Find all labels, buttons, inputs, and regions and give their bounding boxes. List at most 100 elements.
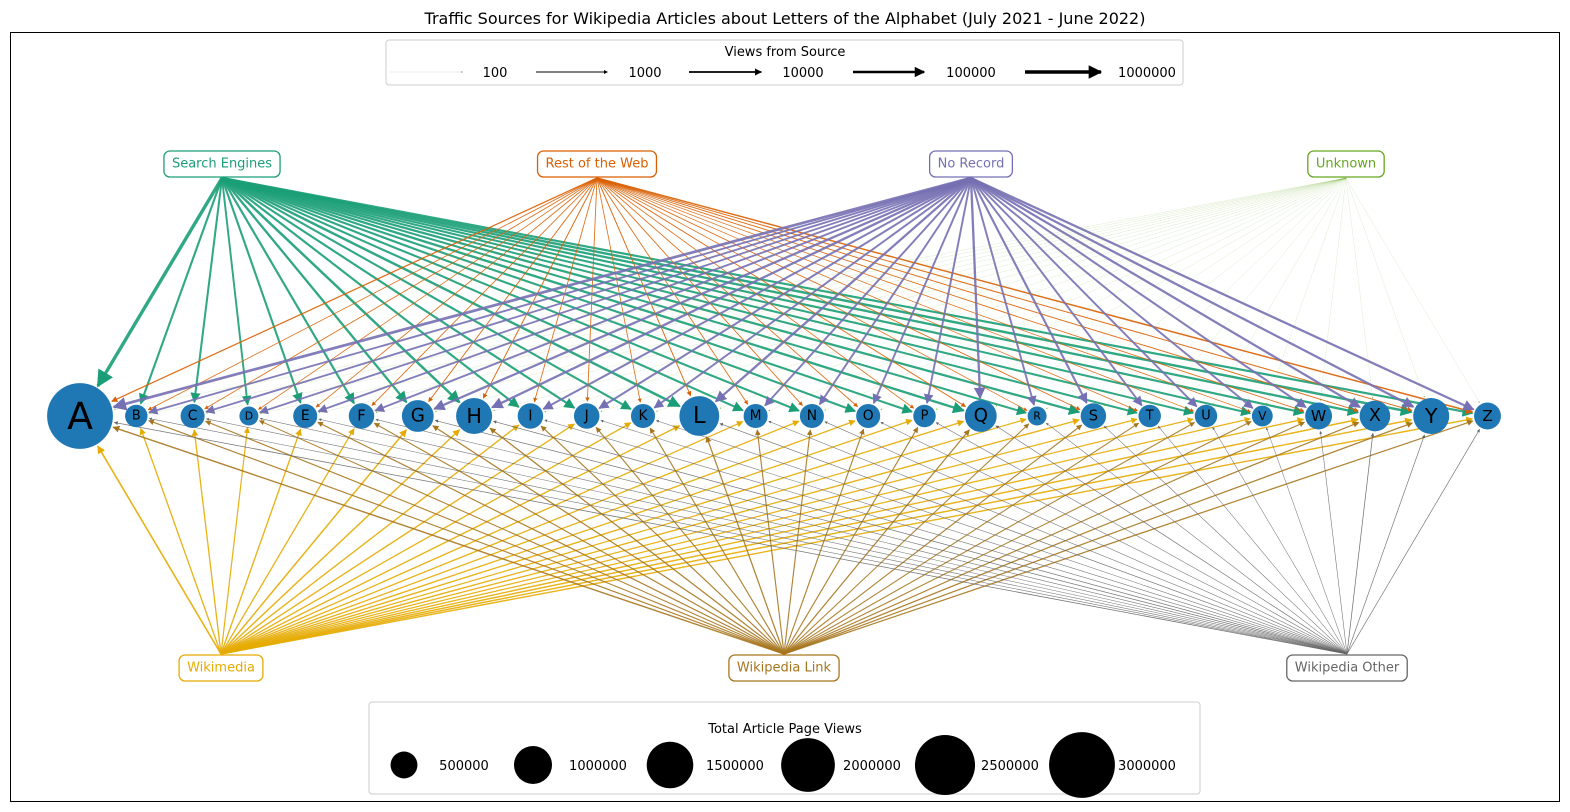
size-legend-marker [781,738,835,792]
source-wikipedia-other: Wikipedia Other [1286,654,1408,682]
node-label: R [1033,410,1041,423]
edge-wikiother-u [1212,427,1348,655]
edge-wikiother-y [1346,434,1426,655]
edge-norecord-k [653,177,972,409]
edge-norecord-x [970,177,1361,409]
edge-norecord-c [205,177,972,414]
node-label: W [1311,407,1326,425]
edge-wikimedia-j [220,423,575,655]
edge-wikiother-p [935,422,1348,655]
edge-wikilink-k [649,427,785,655]
edge-wikilink-u [783,422,1195,655]
edge-web-l [596,177,692,397]
node-circle [1474,402,1501,430]
edge-wikilink-e [317,421,785,655]
source-box [163,150,281,178]
node-label: A [67,394,93,438]
edge-wikiother-i [544,419,1348,655]
edge-wikilink-c [205,420,785,655]
node-label: E [301,408,310,424]
edge-wikimedia-w [220,417,1305,655]
edge-wikilink-l [705,436,785,655]
node-circle [348,403,375,429]
edge-legend-label: 10000 [782,66,823,81]
node-label: U [1201,409,1210,424]
letter-node-s: S [1080,403,1107,429]
edge-search-k [221,177,632,411]
node-circle [573,403,600,429]
node-label: J [584,408,589,425]
edge-unknown-e [318,177,1347,414]
source-rest-of-the-web: Rest of the Web [536,150,658,178]
edge-wikiother-d [259,417,1348,655]
edge-web-t [596,177,1138,412]
edge-legend-label: 100000 [946,66,996,81]
edge-wikimedia-m [220,421,744,655]
edge-search-t [221,177,1138,416]
edge-wikiother-v [1266,427,1348,655]
node-label: V [1258,409,1267,423]
edge-search-c [190,177,224,404]
edge-wikilink-v [783,421,1252,655]
letter-node-z: Z [1474,402,1501,430]
node-label: T [1145,409,1154,424]
edge-unknown-i [544,177,1347,413]
edge-search-b [139,177,223,405]
letter-node-p: P [913,404,936,428]
edge-search-g [221,177,408,404]
letter-node-f: F [348,403,375,429]
edge-wikiother-n [824,421,1348,655]
edge-norecord-l [714,177,972,403]
node-label: H [466,404,482,428]
source-box [1307,150,1385,178]
node-circle [180,403,205,429]
node-circle [1251,405,1273,427]
edge-norecord-s [970,177,1088,404]
node-label: G [411,406,425,427]
edge-legend-label: 1000 [628,66,661,81]
edge-wikilink-s [783,424,1083,655]
node-circle [47,383,113,449]
letter-node-j: J [573,403,600,429]
edge-wikilink-d [258,420,785,655]
node-circle [799,403,824,429]
edge-search-w [221,176,1305,416]
source-label: No Record [938,157,1005,172]
edge-wikiother-x [1346,432,1375,655]
edge-wikiother-m [768,420,1348,655]
edge-wikilink-z [783,419,1474,655]
edge-wikimedia-y [220,417,1413,655]
letter-node-b: B [125,404,148,428]
edge-web-o [596,177,858,408]
edge-norecord-b [148,177,972,415]
edge-search-j [221,177,576,409]
edge-wikilink-q [783,429,970,655]
node-circle [1305,402,1333,430]
edge-wikiother-j [600,419,1348,655]
edge-unknown-u [1212,177,1347,405]
letter-node-x: X [1359,400,1391,432]
edge-norecord-o [872,177,972,405]
source-label: Search Engines [172,157,272,172]
edge-wikiother-f [375,418,1348,655]
edge-search-u [221,177,1195,416]
letter-node-h: H [456,397,493,435]
edge-width-legend: Views from Source 100 1000 10000 100000 1000… [385,39,1184,86]
size-legend-label: 1000000 [569,759,627,774]
edge-search-h [221,177,461,404]
edge-wikimedia-q [220,419,965,655]
edge-unknown-k [656,177,1347,412]
edge-search-i [221,177,520,408]
edge-wikilink-x [783,421,1360,655]
edge-wikilink-n [783,429,813,655]
edge-wikilink-f [373,422,785,655]
edge-unknown-p [935,177,1347,410]
edge-web-w [596,177,1305,413]
edge-norecord-q [969,177,986,400]
edge-wikilink-h [489,427,785,655]
edge-search-l [221,176,681,408]
source-boxes-layer: Search Engines Rest of the Web No Record Un… [163,150,1408,682]
edge-unknown-n [824,177,1347,411]
edge-search-d [221,177,252,406]
edge-web-j [585,177,598,402]
